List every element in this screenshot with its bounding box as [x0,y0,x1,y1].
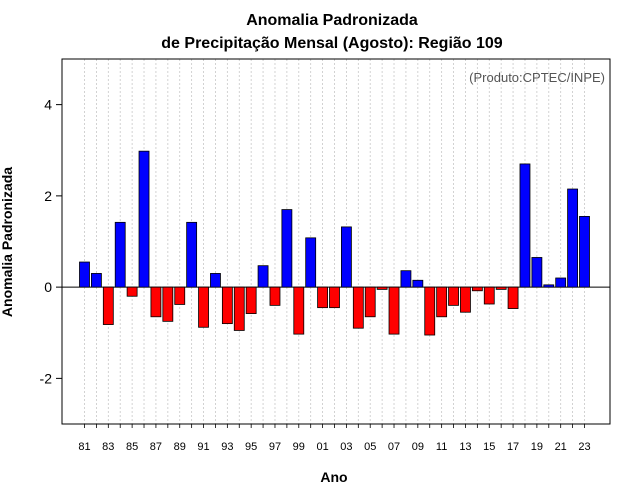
bar-83 [102,286,114,325]
bar-02 [329,286,340,309]
bar-00 [305,237,317,288]
bar-86 [138,150,150,288]
bar-96 [257,265,269,288]
bar-20 [543,284,555,288]
bar-93 [221,286,233,325]
bar-89 [174,286,186,305]
source-annotation: (Produto:CPTEC/INPE) [469,70,605,85]
bar-23 [579,216,590,288]
y-axis: -2 0 2 4 [40,97,62,386]
bar-01 [317,286,328,309]
bar-94 [233,286,245,331]
x-tick-label: 07 [388,441,400,453]
x-tick-label: 13 [459,441,471,453]
bar-95 [245,286,257,314]
bar-87 [150,286,162,318]
bars [79,150,590,336]
x-tick-label: 83 [102,441,114,453]
y-axis-title: Anomalia Padronizada [0,167,15,317]
bar-21 [555,277,567,288]
x-tick-label: 03 [340,441,352,453]
bar-98 [281,209,293,288]
x-axis-title: Ano [320,469,347,485]
bar-97 [269,286,281,306]
bar-07 [388,286,400,335]
x-tick-label: 95 [245,441,257,453]
x-tick-label: 09 [412,441,424,453]
bar-11 [436,286,448,318]
bar-81 [79,261,90,288]
bar-91 [198,286,209,328]
bar-90 [186,221,198,288]
bar-85 [126,286,138,297]
bar-16 [495,286,507,290]
bar-06 [376,286,388,290]
bar-15 [483,286,495,305]
x-axis: 81 83 85 87 89 91 93 95 97 99 01 03 05 07 09 11 13 15 17 19… [78,424,591,453]
x-tick-label: 23 [578,441,590,453]
bar-05 [364,286,376,318]
bar-10 [424,286,436,336]
chart-subtitle: de Precipitação Mensal (Agosto): Região … [161,35,503,52]
x-tick-label: 91 [197,441,209,453]
bar-92 [210,273,221,288]
x-tick-label: 11 [436,441,447,453]
x-tick-label: 21 [555,441,567,453]
bar-12 [448,286,459,306]
bar-09 [412,279,424,288]
x-tick-label: 15 [483,441,495,453]
x-tick-label: 81 [78,441,90,453]
x-tick-label: 85 [126,441,138,453]
y-tick-label: 0 [44,279,52,295]
x-tick-label: 97 [269,441,281,453]
bar-14 [471,286,483,292]
x-tick-label: 99 [293,441,305,453]
chart-title: Anomalia Padronizada [246,12,418,29]
bar-99 [293,286,305,335]
x-tick-label: 19 [531,441,543,453]
bar-88 [162,286,174,322]
bar-19 [531,257,543,288]
y-tick-label: 2 [44,188,52,204]
y-tick-label: 4 [44,97,52,113]
bar-03 [341,226,352,288]
x-tick-label: 93 [221,441,233,453]
bar-84 [114,221,126,288]
x-tick-label: 89 [174,441,186,453]
bar-17 [507,286,519,309]
y-tick-label: -2 [40,370,53,386]
bar-18 [519,163,531,288]
bar-08 [400,270,412,288]
bar-04 [352,286,364,329]
x-tick-label: 17 [507,441,519,453]
plot-area [61,58,611,425]
x-tick-label: 01 [316,441,328,453]
gridlines [84,59,585,424]
x-tick-label: 05 [364,441,376,453]
bar-22 [567,188,578,288]
x-tick-label: 87 [150,441,162,453]
bar-13 [460,286,471,313]
bar-82 [91,273,102,288]
